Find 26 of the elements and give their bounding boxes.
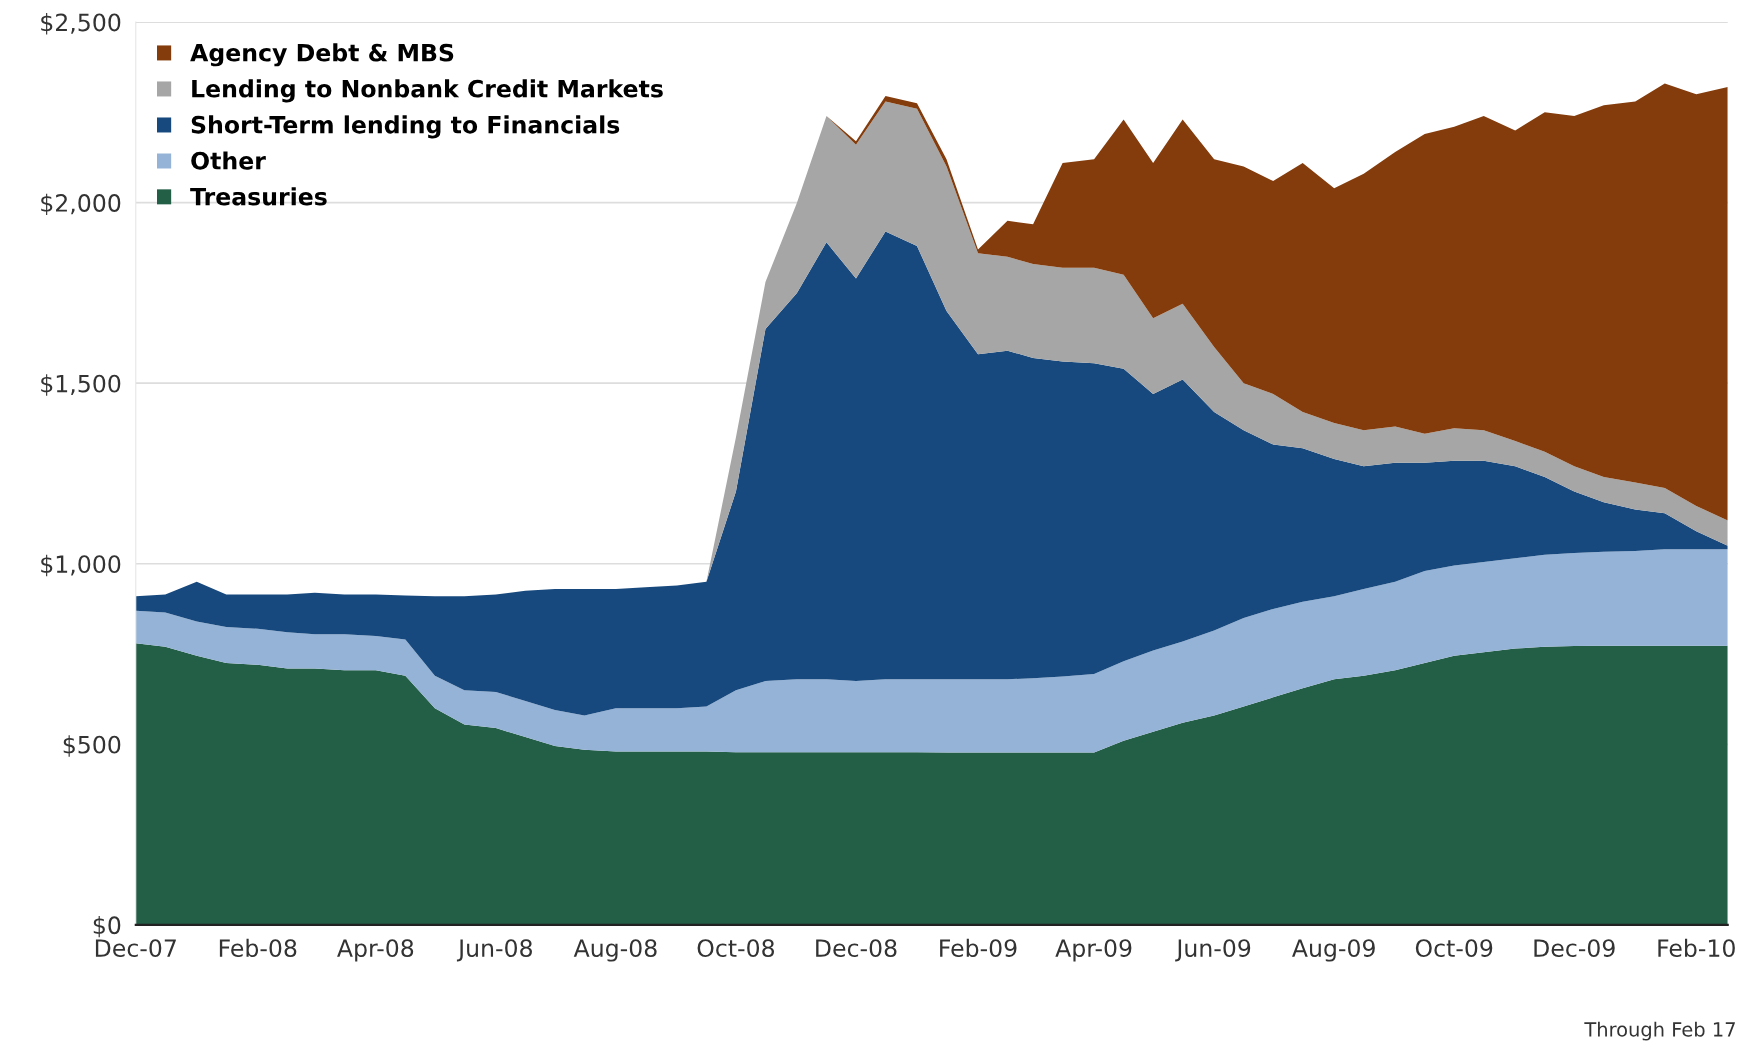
x-tick-label: Dec-08 — [816, 939, 897, 958]
x-tick-label: Apr-09 — [1055, 939, 1132, 962]
x-tick-label: Dec-07 — [95, 939, 176, 958]
x-tick-label: Dec-09 — [1534, 939, 1615, 958]
x-tick-label: Apr-08 — [337, 939, 414, 962]
y-tick-label: $1,000 — [41, 554, 121, 577]
y-tick-label: $2,500 — [41, 13, 121, 35]
x-tick-label: Oct-08 — [697, 939, 775, 958]
x-tick-label: Aug-09 — [1292, 939, 1375, 962]
legend-label: Short-Term lending to Financials — [191, 115, 620, 139]
y-tick-label: $2,000 — [41, 193, 121, 216]
x-tick-label: Jun-08 — [456, 939, 532, 962]
x-tick-label: Feb-10 — [1658, 938, 1735, 958]
y-tick-label: $500 — [63, 735, 121, 757]
legend-label: Other — [191, 151, 266, 170]
text: Through Feb 17 — [1584, 1021, 1735, 1041]
x-tick-label: Feb-08 — [219, 938, 297, 958]
y-tick-label: $1,500 — [41, 374, 121, 396]
legend-label: Treasuries — [190, 187, 327, 206]
legend-label: Lending to Nonbank Credit Markets — [192, 79, 663, 103]
y-tick-label: $0 — [93, 915, 121, 938]
x-tick-label: Aug-08 — [573, 939, 657, 962]
x-tick-label: Feb-09 — [940, 938, 1017, 958]
x-tick-label: Oct-09 — [1415, 939, 1493, 958]
x-tick-label: Jun-09 — [1175, 939, 1251, 962]
legend-label: Agency Debt & MBS — [190, 43, 454, 67]
